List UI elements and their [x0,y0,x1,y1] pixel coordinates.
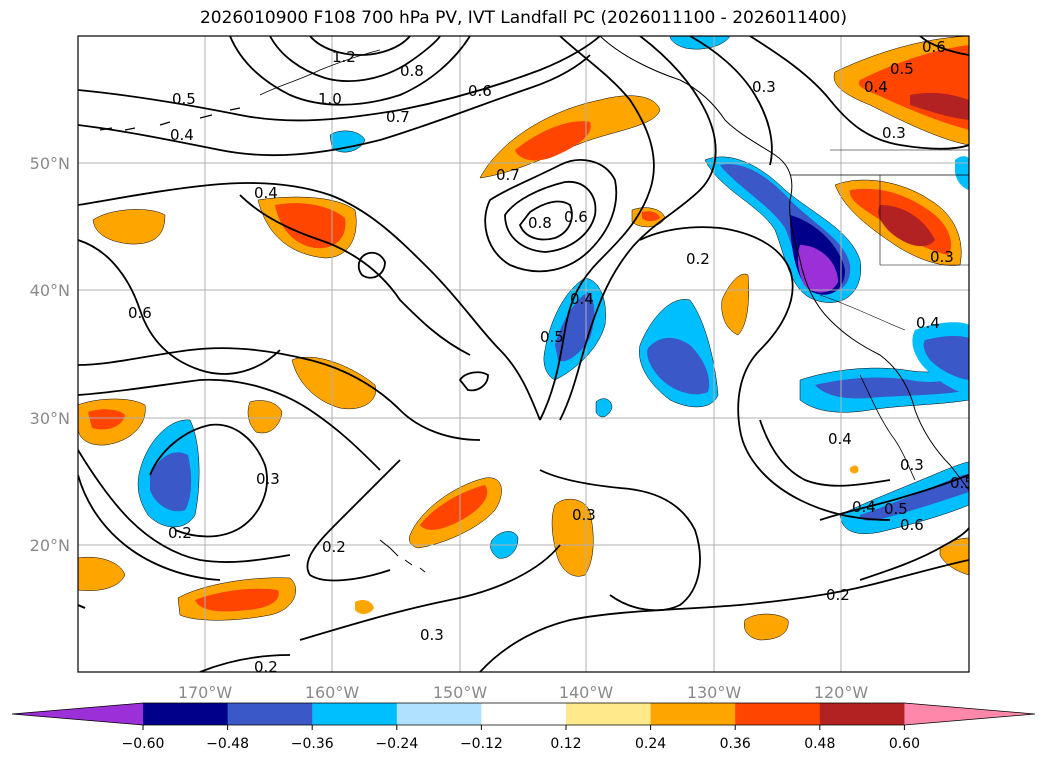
graticule [78,36,969,672]
contour-label: 0.5 [950,474,974,492]
contour-label: 0.5 [540,328,564,346]
colorbar-tick-label: 0.60 [889,736,920,752]
colorbar-segment [566,703,652,725]
contour-label: 0.5 [884,500,908,518]
contour-label: 0.4 [852,498,876,516]
contour-label: 0.3 [752,78,776,96]
contour-label: 0.5 [172,90,196,108]
contour-label: 0.3 [882,124,906,142]
contour-label: 0.4 [828,430,852,448]
lat-label: 20°N [30,536,70,555]
contour-labels: 1.2 0.8 1.0 0.7 0.6 0.5 0.4 0.4 0.6 0.7 … [128,38,974,676]
map-frame [77,35,970,673]
contour-label: 0.2 [686,250,710,268]
colorbar-tick-label: −0.36 [291,736,334,752]
colorbar-tick-label: 0.48 [804,736,835,752]
contour-label: 0.4 [864,78,888,96]
contour-label: 0.7 [386,108,410,126]
colorbar-extend-low [12,703,143,725]
contour-label: 1.2 [332,48,356,66]
lon-label: 150°W [433,683,488,702]
contour-label: 0.5 [890,60,914,78]
map-area [78,36,969,672]
contour-label: 0.6 [564,208,588,226]
colorbar-segment [396,703,482,725]
lat-label: 30°N [30,409,70,428]
contour-label: 0.3 [930,248,954,266]
colorbar: −0.60 −0.48 −0.36 −0.24 −0.12 0.12 0.24 0.36 0.4… [11,702,1036,752]
lon-label: 160°W [305,683,360,702]
colorbar-tick-label: −0.12 [460,736,503,752]
lat-label: 40°N [30,281,70,300]
pv-contours [78,36,969,672]
contour-label: 0.2 [168,524,192,542]
contour-label: 0.3 [900,456,924,474]
contour-label: 0.2 [826,586,850,604]
contour-label: 0.6 [128,304,152,322]
lat-label: 50°N [30,154,70,173]
latitude-labels: 50°N 40°N 30°N 20°N [30,154,70,555]
contour-label: 0.4 [570,290,594,308]
contour-label: 0.6 [900,516,924,534]
colorbar-segment [650,703,736,725]
contour-label: 0.4 [170,126,194,144]
contour-label: 0.8 [400,62,424,80]
colorbar-tick-label: −0.48 [206,736,249,752]
colorbar-extend-high [904,703,1035,725]
colorbar-tick-label: 0.36 [720,736,751,752]
contour-label: 0.3 [256,470,280,488]
contour-label: 0.4 [916,314,940,332]
contour-label: 0.3 [572,506,596,524]
contour-label: 0.4 [254,184,278,202]
lon-label: 120°W [814,683,869,702]
contour-label: 0.6 [468,82,492,100]
contour-label: 0.7 [496,166,520,184]
contour-label: 0.2 [322,538,346,556]
colorbar-segment [819,703,905,725]
contour-label: 0.3 [420,626,444,644]
colorbar-tick-label: 0.24 [635,736,666,752]
colorbar-tick-label: −0.60 [122,736,165,752]
longitude-labels: 170°W 160°W 150°W 140°W 130°W 120°W [178,683,869,702]
map-title: 2026010900 F108 700 hPa PV, IVT Landfall… [199,8,847,28]
colorbar-segment [227,703,313,725]
colorbar-segment [143,703,229,725]
colorbar-tick-label: −0.24 [375,736,418,752]
contour-label: 0.6 [922,38,946,56]
lon-label: 140°W [559,683,614,702]
contour-label: 0.2 [254,658,278,676]
lon-label: 130°W [687,683,742,702]
colorbar-segment [735,703,821,725]
colorbar-segment [312,703,398,725]
contour-label: 0.8 [528,214,552,232]
lon-label: 170°W [178,683,233,702]
colorbar-segment [481,703,567,725]
colorbar-tick-label: 0.12 [550,736,581,752]
contour-label: 1.0 [318,90,342,108]
